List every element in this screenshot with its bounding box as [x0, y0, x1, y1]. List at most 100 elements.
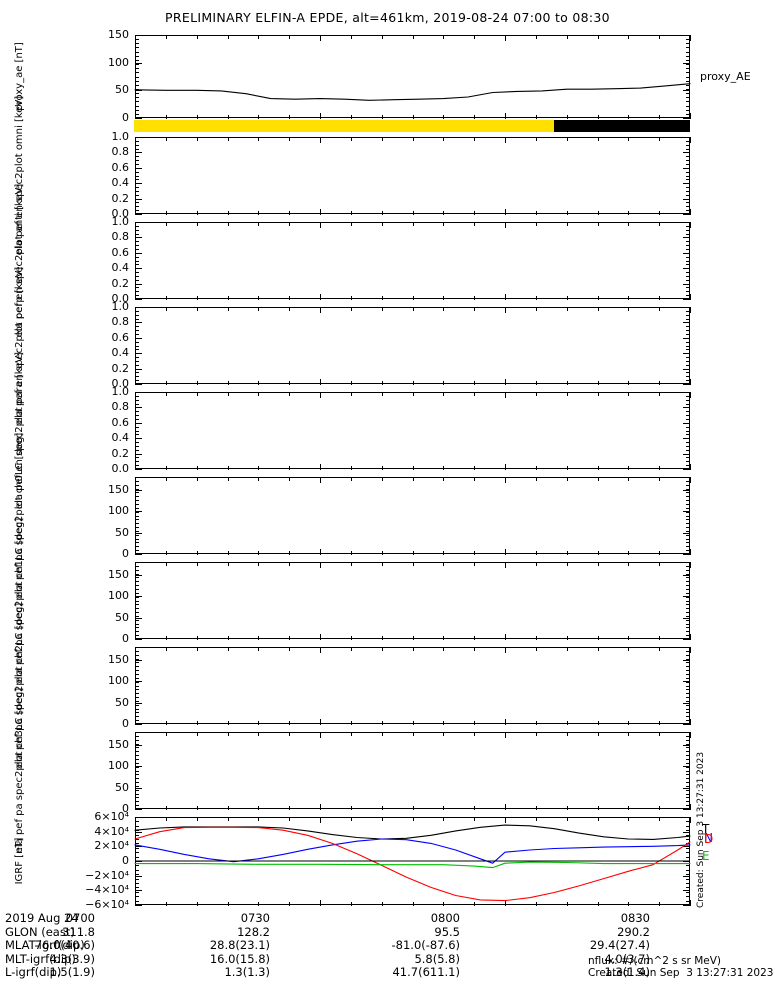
xtick-minor — [598, 902, 599, 906]
tickmark-minor — [686, 60, 690, 61]
tickmark-minor — [686, 593, 690, 594]
tickmark-minor — [686, 512, 690, 513]
tickmark-minor — [135, 901, 139, 902]
xtick-minor — [659, 732, 660, 736]
tickmark-minor — [135, 531, 139, 532]
tickmark-minor — [686, 376, 690, 377]
ytick-epde-para-5: 0.0 — [111, 462, 130, 475]
tickmark-minor — [135, 589, 139, 590]
xtick-minor — [505, 466, 506, 470]
tickmark-minor — [686, 639, 690, 640]
tickmark-minor — [686, 396, 690, 397]
xtick-minor — [628, 732, 629, 736]
tickmark-minor — [686, 307, 690, 308]
tickmark-minor — [135, 566, 139, 567]
tickmark-minor — [686, 168, 690, 169]
ytick-pa-ch1lc-1: 100 — [108, 589, 129, 603]
tickmark-minor — [135, 187, 139, 188]
xtick-minor — [690, 902, 691, 906]
tickmark-minor — [686, 245, 690, 246]
tickmark-minor — [686, 830, 690, 831]
tickmark-minor — [135, 550, 139, 551]
tickmark-minor — [686, 64, 690, 65]
xtick-minor — [690, 307, 691, 311]
tickmark-minor — [135, 419, 139, 420]
footer-cell-2-0: 4.3(3.9) — [49, 951, 95, 966]
xtick-minor — [413, 381, 414, 385]
ytick-pa-ch0lc-0: 150 — [108, 482, 129, 496]
xtick-minor — [228, 732, 229, 736]
tickmark-major — [683, 63, 690, 64]
xtick-minor — [443, 551, 444, 555]
igrf-legend-e: E — [702, 849, 710, 863]
tickmark-minor — [686, 287, 690, 288]
tickmark-minor — [135, 457, 139, 458]
xtick-minor — [258, 137, 259, 141]
tickmark-minor — [135, 342, 139, 343]
tickmark-minor — [686, 865, 690, 866]
tickmark-minor — [686, 284, 690, 285]
xtick-minor — [289, 551, 290, 555]
tickmark-minor — [135, 631, 139, 632]
tickmark-minor — [135, 535, 139, 536]
ylabel-pa-ch3lc: ela pef pa spec2plot ch3LC [deg] — [14, 687, 25, 854]
tickmark-minor — [135, 241, 139, 242]
tickmark-minor — [686, 89, 690, 90]
xtick-minor — [443, 137, 444, 141]
xtick-minor — [320, 466, 321, 470]
tickmark-minor — [686, 85, 690, 86]
tickmark-major — [135, 703, 142, 704]
tickmark-minor — [135, 214, 139, 215]
tickmark-minor — [135, 809, 139, 810]
tickmark-minor — [686, 659, 690, 660]
xtick-minor — [443, 647, 444, 651]
ytick-epde-anti-3: 0.4 — [111, 261, 130, 275]
tickmark-major — [135, 533, 142, 534]
data-coverage-bar-black — [554, 120, 690, 132]
tickmark-minor — [686, 774, 690, 775]
tickmark-minor — [135, 724, 139, 725]
tickmark-minor — [686, 674, 690, 675]
xtick-minor — [166, 211, 167, 215]
xtick-minor — [659, 466, 660, 470]
tickmark-minor — [686, 720, 690, 721]
tickmark-minor — [686, 253, 690, 254]
xtick-minor — [505, 902, 506, 906]
tickmark-minor — [686, 574, 690, 575]
xtick-minor — [567, 211, 568, 215]
tickmark-minor — [135, 346, 139, 347]
tickmark-major — [683, 490, 690, 491]
tickmark-minor — [686, 901, 690, 902]
tickmark-minor — [686, 801, 690, 802]
tickmark-minor — [686, 101, 690, 102]
tickmark-major — [135, 832, 142, 833]
xtick-minor — [228, 806, 229, 810]
xtick-minor — [258, 466, 259, 470]
xtick-minor — [690, 222, 691, 226]
tickmark-minor — [135, 670, 139, 671]
tickmark-minor — [686, 156, 690, 157]
tickmark-minor — [135, 276, 139, 277]
xtick-minor — [567, 137, 568, 141]
tickmark-minor — [686, 809, 690, 810]
tickmark-minor — [135, 759, 139, 760]
tickmark-minor — [686, 826, 690, 827]
tickmark-minor — [135, 400, 139, 401]
tickmark-minor — [135, 85, 139, 86]
tickmark-minor — [135, 755, 139, 756]
tickmark-minor — [686, 183, 690, 184]
xtick-minor — [258, 222, 259, 226]
tickmark-minor — [686, 489, 690, 490]
xtick-minor — [197, 721, 198, 725]
xtick-minor — [628, 551, 629, 555]
xtick-minor — [413, 222, 414, 226]
ytick-epde-anti-0: 1.0 — [111, 215, 130, 228]
xtick-minor — [289, 211, 290, 215]
tickmark-minor — [686, 879, 690, 880]
xtick-minor — [598, 817, 599, 821]
xtick-minor — [135, 466, 136, 470]
xtick-minor — [289, 466, 290, 470]
tickmark-minor — [135, 651, 139, 652]
tickmark-minor — [135, 118, 139, 119]
tickmark-minor — [135, 778, 139, 779]
